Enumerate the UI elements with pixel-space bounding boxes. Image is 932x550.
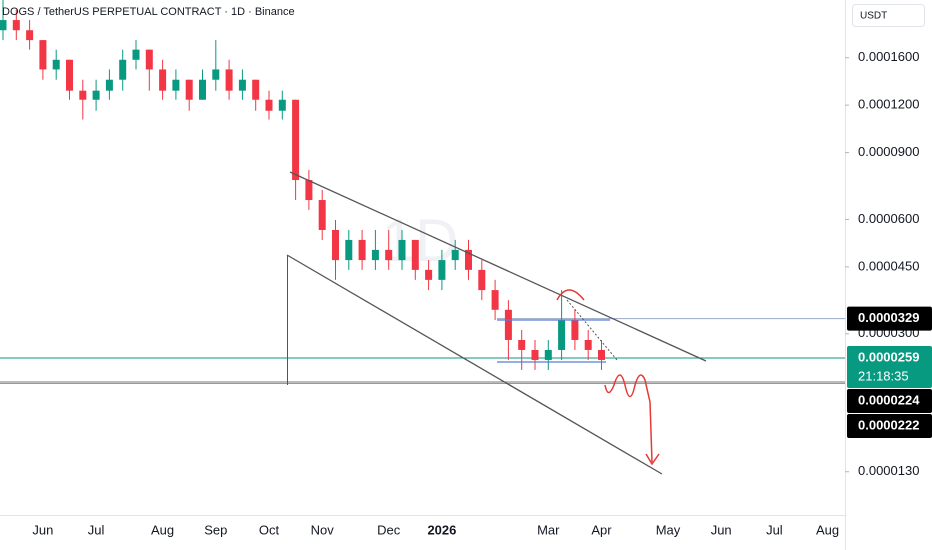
candle-body [411, 239, 419, 270]
x-tick-label: Jul [766, 522, 783, 537]
candle-body [385, 249, 393, 261]
currency[interactable]: USDT [860, 11, 887, 22]
candle-body [438, 260, 446, 280]
y-tick-label: 0.0001200 [858, 97, 919, 112]
price-label-box [847, 306, 932, 331]
x-tick-label: Jun [711, 522, 732, 537]
candle-body [159, 69, 167, 91]
candle-body [26, 30, 34, 41]
x-tick-label: Aug [151, 522, 174, 537]
x-tick-label: Sep [204, 522, 227, 537]
countdown: 21:18:35 [858, 368, 909, 383]
dotted-line [566, 299, 618, 361]
candle-body [225, 69, 233, 91]
candle-body [584, 339, 592, 350]
y-tick-label: 0.0000130 [858, 463, 919, 478]
candle-body [199, 79, 206, 100]
candle-body [66, 59, 73, 91]
candle-body [119, 59, 127, 80]
candle-body [518, 339, 526, 350]
y-tick-label: 0.0000600 [858, 211, 919, 226]
chart-title: DOGS / TetherUS PERPETUAL CONTRACT · 1D … [2, 6, 295, 18]
candle-body [425, 269, 433, 280]
candle-body [92, 90, 100, 100]
price-label-box [847, 389, 932, 414]
candle-body [451, 249, 459, 261]
x-tick-label: Nov [311, 522, 335, 537]
candle-body [358, 239, 366, 261]
candle-body [305, 180, 313, 201]
candle-body [531, 349, 539, 360]
drawings [286, 171, 707, 475]
arrow-head [645, 453, 660, 466]
candle-body [398, 239, 406, 261]
x-tick-label: 2026 [427, 522, 456, 537]
candle-body [79, 90, 87, 100]
candle-body [371, 249, 379, 261]
x-tick-label: Jul [88, 522, 105, 537]
candle-body [185, 79, 193, 100]
candle-body [491, 290, 499, 310]
candle-body [332, 229, 339, 261]
watermark: 1D [382, 207, 459, 274]
arc [556, 289, 585, 301]
candle-body [52, 59, 60, 70]
y-tick-label: 0.0001600 [858, 49, 919, 64]
candle-body [39, 40, 47, 70]
candle-body [238, 79, 246, 91]
candle-body [544, 349, 552, 360]
candle-body [132, 49, 140, 60]
candle-body [504, 309, 512, 340]
price-label: 0.0000222 [858, 417, 919, 432]
x-tick-label: Oct [259, 522, 280, 537]
y-tick-label: 0.0000900 [858, 144, 919, 159]
x-tick-label: Aug [816, 522, 839, 537]
price-label: 0.0000224 [858, 392, 920, 407]
candle-body [558, 320, 566, 350]
y-tick-label: 0.0000450 [858, 258, 919, 273]
candle-body [571, 320, 579, 340]
x-tick-label: Dec [377, 522, 401, 537]
candle-body [465, 249, 472, 270]
x-tick-label: Apr [591, 522, 612, 537]
candle-body [292, 99, 300, 181]
currency-box[interactable] [852, 4, 925, 27]
candle-body [265, 99, 273, 111]
channel-lower [286, 254, 663, 475]
candle-body [278, 99, 286, 111]
candle-body [478, 269, 486, 291]
projection [604, 374, 653, 463]
candle-body [345, 239, 353, 261]
candle-body [212, 69, 220, 80]
price-label: 0.0000329 [858, 310, 919, 325]
x-tick-label: May [656, 522, 681, 537]
candle-body [12, 20, 20, 31]
candle-body [105, 79, 113, 91]
candle-body [252, 79, 260, 100]
candle-body [318, 200, 326, 230]
channel-upper [289, 171, 707, 362]
candle-body [598, 349, 605, 360]
candle-body [0, 20, 7, 31]
x-tick-label: Jun [32, 522, 53, 537]
candle-body [145, 49, 153, 70]
price-label-box [847, 414, 932, 439]
x-tick-label: Mar [537, 522, 560, 537]
candle-body [172, 79, 180, 91]
plot [0, 0, 845, 384]
price-label-box [847, 346, 932, 389]
price-label: 0.0000259 [858, 349, 919, 364]
